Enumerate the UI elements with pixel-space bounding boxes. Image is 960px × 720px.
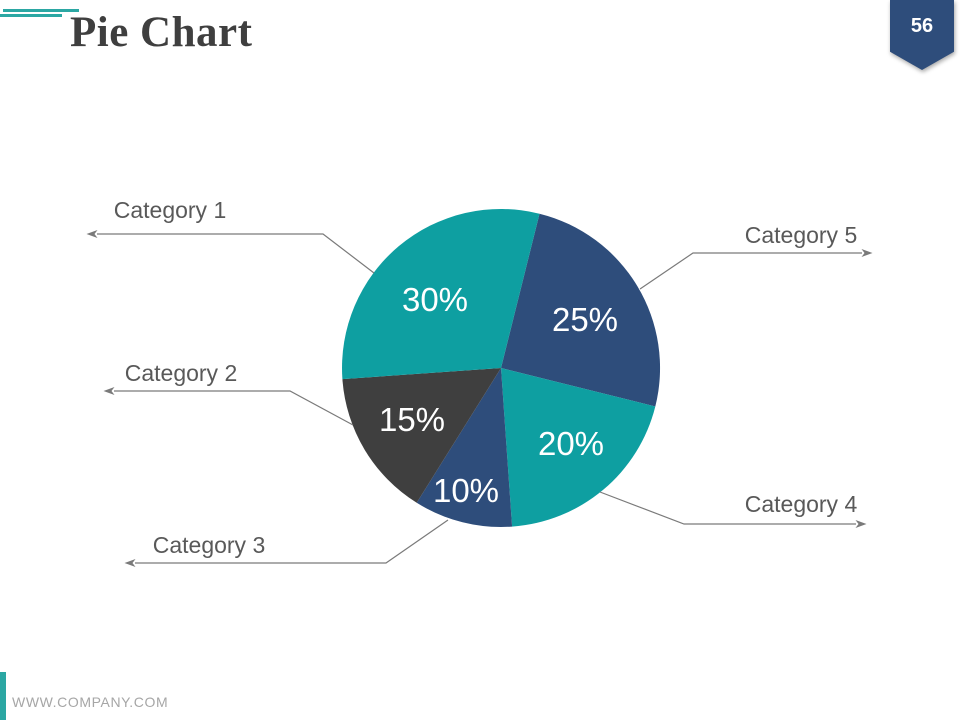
category-3-label: Category 3: [153, 532, 266, 558]
pie-slice-category-2: [342, 368, 501, 503]
slice-percent-25: 25%: [552, 301, 618, 338]
callout-line-category-5: [639, 249, 873, 290]
slice-percent-labels: 25% 20% 10% 15% 30%: [379, 281, 618, 509]
callout-line-category-3: [124, 519, 449, 567]
category-labels: Category 1 Category 2 Category 3 Categor…: [114, 197, 858, 558]
slice-percent-20: 20%: [538, 425, 604, 462]
pie-slice-category-1: [342, 208, 540, 380]
category-2-label: Category 2: [125, 360, 238, 386]
callout-leader-lines: [86, 230, 873, 567]
category-1-label: Category 1: [114, 197, 227, 223]
footer-website: WWW.COMPANY.COM: [12, 694, 169, 710]
header-accent-line-top: [3, 9, 79, 12]
pie-slice-category-3: [416, 368, 513, 527]
slice-percent-15: 15%: [379, 401, 445, 438]
category-5-label: Category 5: [745, 222, 858, 248]
pie-slice-category-5: [501, 213, 661, 407]
callout-line-category-2: [103, 387, 354, 426]
page-title: Pie Chart: [70, 9, 253, 56]
pie-slice-category-4: [501, 368, 656, 527]
header-accent-line-bottom: [0, 14, 62, 17]
callout-line-category-1: [86, 230, 375, 274]
footer-accent-bar: [0, 672, 6, 720]
slice-percent-10: 10%: [433, 472, 499, 509]
page-number: 56: [910, 15, 934, 37]
category-4-label: Category 4: [745, 491, 858, 517]
slice-percent-30: 30%: [402, 281, 468, 318]
callout-line-category-4: [599, 491, 867, 528]
page-number-ribbon: 56: [890, 0, 954, 70]
pie-slices: [342, 208, 661, 527]
